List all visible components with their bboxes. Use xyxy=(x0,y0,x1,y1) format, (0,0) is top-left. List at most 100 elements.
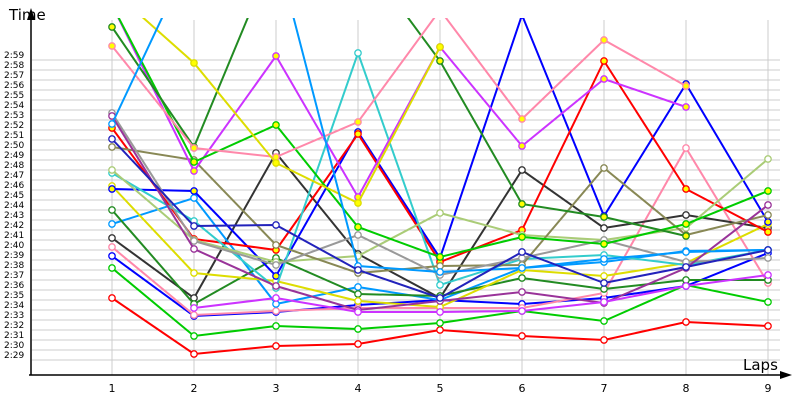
x-axis-title: Laps xyxy=(743,356,778,374)
data-point xyxy=(518,115,526,123)
y-tick-label: 2:48 xyxy=(4,161,24,171)
x-tick-labels: 1 2 3 4 5 6 7 8 9 xyxy=(109,382,772,395)
data-point xyxy=(682,318,690,326)
data-point xyxy=(272,272,280,280)
data-point xyxy=(682,82,690,90)
data-point xyxy=(682,220,690,228)
data-point xyxy=(108,252,116,260)
x-axis-arrow-icon xyxy=(780,371,792,379)
data-point xyxy=(354,308,362,316)
data-point xyxy=(108,135,116,143)
data-point xyxy=(272,261,280,269)
data-point xyxy=(518,233,526,241)
y-tick-label: 2:39 xyxy=(4,251,24,261)
data-point xyxy=(354,340,362,348)
data-point xyxy=(108,220,116,228)
data-point xyxy=(108,42,116,50)
data-point xyxy=(518,248,526,256)
series-pink-2 xyxy=(108,18,690,161)
data-point xyxy=(436,253,444,261)
data-point xyxy=(108,166,116,174)
data-point xyxy=(108,264,116,272)
data-point xyxy=(600,240,608,248)
y-tick-label: 2:54 xyxy=(4,101,24,111)
series-magenta-1 xyxy=(117,18,690,201)
data-point xyxy=(190,158,198,166)
data-point xyxy=(190,167,198,175)
data-point xyxy=(764,254,772,262)
data-point xyxy=(272,342,280,350)
data-point xyxy=(682,232,690,240)
data-point xyxy=(519,18,525,19)
y-tick-label: 2:59 xyxy=(4,51,24,61)
x-tick-label: 5 xyxy=(437,382,444,395)
y-tick-label: 2:49 xyxy=(4,151,24,161)
x-tick-label: 9 xyxy=(765,382,772,395)
data-point xyxy=(190,237,198,245)
data-point xyxy=(518,288,526,296)
x-tick-label: 7 xyxy=(601,382,608,395)
data-point xyxy=(108,294,116,302)
data-point xyxy=(600,298,608,306)
data-point xyxy=(600,255,608,263)
data-point xyxy=(764,271,772,279)
y-axis-title: Time xyxy=(8,6,46,24)
data-point xyxy=(354,231,362,239)
y-tick-labels: 2:292:302:312:322:332:342:352:362:372:38… xyxy=(4,51,24,361)
y-tick-label: 2:31 xyxy=(4,331,24,341)
data-point xyxy=(190,332,198,340)
y-tick-label: 2:58 xyxy=(4,61,24,71)
data-point xyxy=(600,36,608,44)
data-point xyxy=(190,350,198,358)
data-point xyxy=(190,59,198,67)
data-point xyxy=(354,49,362,57)
y-axis-arrow-icon xyxy=(27,8,35,20)
data-point xyxy=(600,57,608,65)
data-point xyxy=(682,144,690,152)
x-tick-label: 2 xyxy=(191,382,198,395)
series-yellow-2 xyxy=(141,18,444,207)
data-point xyxy=(436,294,444,302)
y-tick-label: 2:55 xyxy=(4,91,24,101)
data-point xyxy=(682,211,690,219)
y-tick-label: 2:47 xyxy=(4,171,24,181)
data-point xyxy=(190,245,198,253)
data-point xyxy=(354,290,362,298)
data-point xyxy=(518,307,526,315)
series-darkblue-1 xyxy=(108,135,772,302)
data-point xyxy=(190,304,198,312)
data-point xyxy=(272,221,280,229)
x-tick-label: 6 xyxy=(519,382,526,395)
data-point xyxy=(354,325,362,333)
data-point xyxy=(436,326,444,334)
data-point xyxy=(436,268,444,276)
data-point xyxy=(108,120,116,128)
data-point xyxy=(272,294,280,302)
x-axis xyxy=(29,371,792,379)
data-point xyxy=(272,322,280,330)
data-point xyxy=(108,23,116,31)
data-point xyxy=(600,317,608,325)
data-point xyxy=(436,281,444,289)
data-point xyxy=(190,144,198,152)
data-point xyxy=(682,185,690,193)
data-point xyxy=(190,194,198,202)
y-tick-label: 2:45 xyxy=(4,191,24,201)
y-tick-label: 2:34 xyxy=(4,301,24,311)
data-point xyxy=(682,248,690,256)
y-tick-label: 2:44 xyxy=(4,201,24,211)
data-point xyxy=(108,185,116,193)
data-point xyxy=(764,218,772,226)
x-tick-label: 3 xyxy=(273,382,280,395)
data-point xyxy=(436,308,444,316)
x-tick-label: 4 xyxy=(355,382,362,395)
y-tick-label: 2:51 xyxy=(4,131,24,141)
data-point xyxy=(682,282,690,290)
data-point xyxy=(354,118,362,126)
data-point xyxy=(354,297,362,305)
data-point xyxy=(518,166,526,174)
data-point xyxy=(354,283,362,291)
y-tick-label: 2:43 xyxy=(4,211,24,221)
y-tick-label: 2:36 xyxy=(4,281,24,291)
